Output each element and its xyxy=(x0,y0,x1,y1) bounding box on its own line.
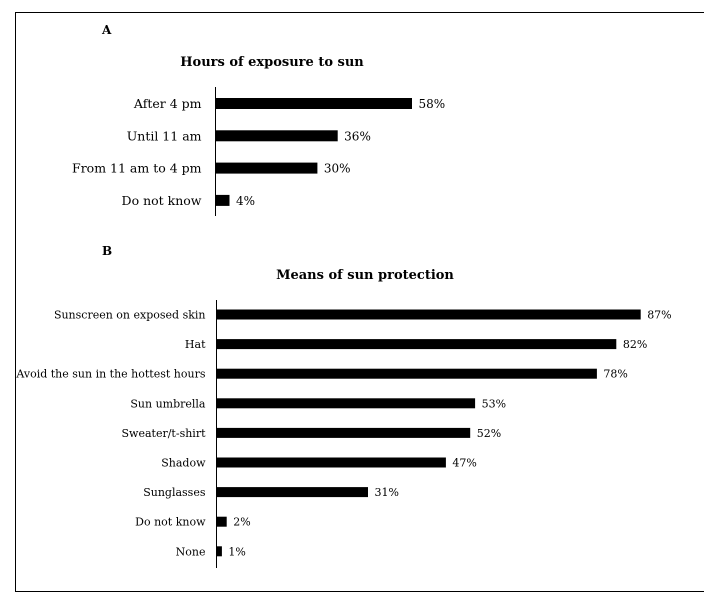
panel-b-value-label: 52% xyxy=(477,427,501,440)
panel-a-letter: A xyxy=(101,23,112,37)
bar-charts: A Hours of exposure to sun After 4 pm 58%… xyxy=(15,23,672,568)
panel-a-category-label: After 4 pm xyxy=(133,96,202,111)
panel-b-bar xyxy=(217,546,222,557)
panel-b-bars: Sunscreen on exposed skin 87% Hat 82% Avoid … xyxy=(15,309,671,559)
panel-b-title: Means of sun protection xyxy=(276,268,454,283)
panel-a-title: Hours of exposure to sun xyxy=(180,55,364,70)
panel-b-category-label: None xyxy=(176,545,206,558)
panel-b-letter: B xyxy=(102,244,112,258)
panel-a-value-label: 58% xyxy=(419,97,446,111)
panel-b-bar xyxy=(217,516,227,527)
panel-b-category-label: Shadow xyxy=(161,457,206,470)
panel-b-category-label: Sunscreen on exposed skin xyxy=(54,309,206,322)
panel-b-category-label: Sun umbrella xyxy=(130,397,206,410)
panel-b-value-label: 78% xyxy=(603,368,627,381)
panel-a-value-label: 4% xyxy=(236,194,255,208)
panel-b-bar xyxy=(217,457,446,468)
panel-b-value-label: 82% xyxy=(623,338,647,351)
panel-a-category-label: From 11 am to 4 pm xyxy=(72,161,202,176)
panel-b-bar xyxy=(217,339,617,350)
panel-b-category-label: Sweater/t-shirt xyxy=(122,427,207,440)
panel-b-value-label: 47% xyxy=(452,457,476,470)
panel-a-value-label: 36% xyxy=(344,129,371,143)
panel-b-value-label: 31% xyxy=(374,486,398,499)
panel-a-bars: After 4 pm 58% Until 11 am 36% From 11 am to… xyxy=(72,96,445,208)
panel-a-bar xyxy=(216,98,412,109)
panel-b-category-label: Do not know xyxy=(135,516,206,529)
panel-a-category-label: Until 11 am xyxy=(127,128,202,143)
panel-b-bar xyxy=(217,398,476,409)
panel-b-category-label: Sunglasses xyxy=(143,486,206,499)
panel-a-category-label: Do not know xyxy=(122,193,202,208)
panel-b-bar xyxy=(217,368,597,379)
panel-b-value-label: 1% xyxy=(228,545,245,558)
panel-a: A Hours of exposure to sun After 4 pm 58%… xyxy=(72,23,445,216)
panel-b-category-label: Avoid the sun in the hottest hours xyxy=(15,368,205,381)
panel-b: B Means of sun protection Sunscreen on e… xyxy=(15,244,672,568)
panel-b-value-label: 87% xyxy=(647,309,671,322)
panel-a-bar xyxy=(216,130,338,142)
panel-b-bar xyxy=(217,487,368,498)
panel-b-bar xyxy=(217,427,471,438)
panel-b-value-label: 53% xyxy=(482,397,506,410)
panel-a-bar xyxy=(216,162,318,174)
panel-b-category-label: Hat xyxy=(185,338,206,351)
panel-a-bar xyxy=(216,194,230,206)
panel-a-value-label: 30% xyxy=(324,162,351,176)
panel-b-value-label: 2% xyxy=(233,516,250,529)
panel-b-bar xyxy=(217,309,641,320)
